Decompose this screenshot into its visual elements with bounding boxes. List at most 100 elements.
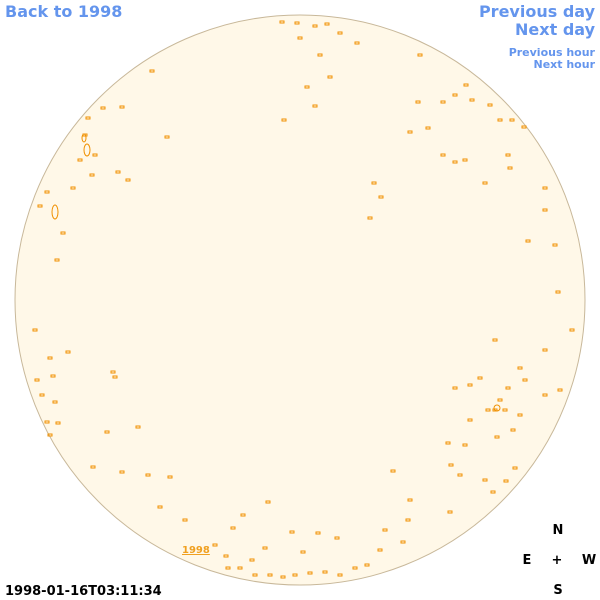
magnetic-feature (252, 573, 258, 577)
magnetic-feature (119, 470, 125, 474)
magnetic-feature (44, 190, 50, 194)
magnetic-feature (364, 563, 370, 567)
magnetic-feature (60, 231, 66, 235)
magnetic-feature (279, 20, 285, 24)
magnetic-feature (337, 31, 343, 35)
year-link[interactable]: 1998 (182, 545, 210, 556)
magnetic-feature (70, 186, 76, 190)
next-day-link[interactable]: Next day (515, 20, 596, 39)
magnetic-feature (85, 116, 91, 120)
magnetic-feature (157, 505, 163, 509)
magnetic-feature (542, 186, 548, 190)
magnetic-feature (300, 550, 306, 554)
magnetic-feature (502, 408, 508, 412)
magnetic-feature (452, 386, 458, 390)
magnetic-feature (39, 393, 45, 397)
magnetic-feature (382, 528, 388, 532)
magnetic-feature (494, 435, 500, 439)
magnetic-feature (517, 413, 523, 417)
magnetic-feature (510, 428, 516, 432)
magnetic-feature (324, 22, 330, 26)
solar-disk (14, 14, 586, 586)
previous-day-link[interactable]: Previous day (479, 2, 596, 21)
magnetic-feature (249, 558, 255, 562)
magnetic-feature (55, 421, 61, 425)
magnetic-feature (487, 103, 493, 107)
magnetic-contour (493, 404, 501, 412)
magnetic-feature (44, 420, 50, 424)
magnetic-feature (89, 173, 95, 177)
magnetic-feature (509, 118, 515, 122)
magnetic-feature (281, 118, 287, 122)
compass-south: S (553, 583, 562, 598)
magnetic-feature (292, 573, 298, 577)
next-hour-link[interactable]: Next hour (534, 58, 596, 71)
magnetic-feature (505, 153, 511, 157)
magnetic-feature (352, 566, 358, 570)
magnetic-feature (512, 466, 518, 470)
magnetic-feature (440, 153, 446, 157)
magnetic-feature (462, 158, 468, 162)
magnetic-feature (223, 554, 229, 558)
magnetic-feature (262, 546, 268, 550)
magnetic-feature (104, 430, 110, 434)
compass-center: + (552, 553, 563, 568)
magnetic-feature (327, 75, 333, 79)
magnetic-feature (525, 239, 531, 243)
magnetic-contour (83, 143, 91, 157)
magnetic-feature (47, 433, 53, 437)
magnetic-feature (445, 441, 451, 445)
magnetic-feature (225, 566, 231, 570)
magnetic-feature (371, 181, 377, 185)
magnetic-feature (469, 98, 475, 102)
magnetic-feature (280, 575, 286, 579)
magnetic-feature (542, 208, 548, 212)
magnetic-contour (81, 133, 87, 143)
magnetic-feature (447, 510, 453, 514)
magnetic-feature (265, 500, 271, 504)
magnetic-feature (312, 24, 318, 28)
magnetic-feature (312, 104, 318, 108)
compass-east: E (523, 553, 532, 568)
compass-north: N (553, 523, 564, 538)
magnetic-feature (452, 160, 458, 164)
magnetic-feature (322, 570, 328, 574)
magnetic-feature (378, 195, 384, 199)
magnetic-feature (297, 36, 303, 40)
magnetic-feature (145, 473, 151, 477)
magnetic-feature (492, 338, 498, 342)
magnetic-feature (52, 400, 58, 404)
timestamp: 1998-01-16T03:11:34 (5, 584, 162, 599)
magnetic-feature (149, 69, 155, 73)
magnetic-feature (485, 408, 491, 412)
magnetic-feature (440, 100, 446, 104)
magnetic-feature (34, 378, 40, 382)
magnetic-feature (47, 356, 53, 360)
magnetic-contour (51, 204, 59, 220)
magnetic-feature (294, 21, 300, 25)
previous-hour-link[interactable]: Previous hour (509, 46, 596, 59)
magnetic-feature (110, 370, 116, 374)
back-link[interactable]: Back to 1998 (5, 2, 122, 21)
magnetic-feature (100, 106, 106, 110)
magnetic-feature (164, 135, 170, 139)
magnetic-feature (354, 41, 360, 45)
magnetic-feature (505, 386, 511, 390)
magnetic-feature (50, 374, 56, 378)
magnetic-feature (503, 479, 509, 483)
magnetic-feature (415, 100, 421, 104)
magnetic-feature (167, 475, 173, 479)
compass-west: W (582, 553, 596, 568)
magnetic-feature (482, 181, 488, 185)
magnetic-feature (334, 536, 340, 540)
magnetic-feature (135, 425, 141, 429)
magnetic-feature (490, 490, 496, 494)
magnetic-feature (497, 398, 503, 402)
magnetic-feature (542, 348, 548, 352)
magnetic-feature (377, 548, 383, 552)
magnetic-feature (467, 383, 473, 387)
magnetic-feature (517, 366, 523, 370)
magnetic-feature (115, 170, 121, 174)
magnetic-feature (125, 178, 131, 182)
